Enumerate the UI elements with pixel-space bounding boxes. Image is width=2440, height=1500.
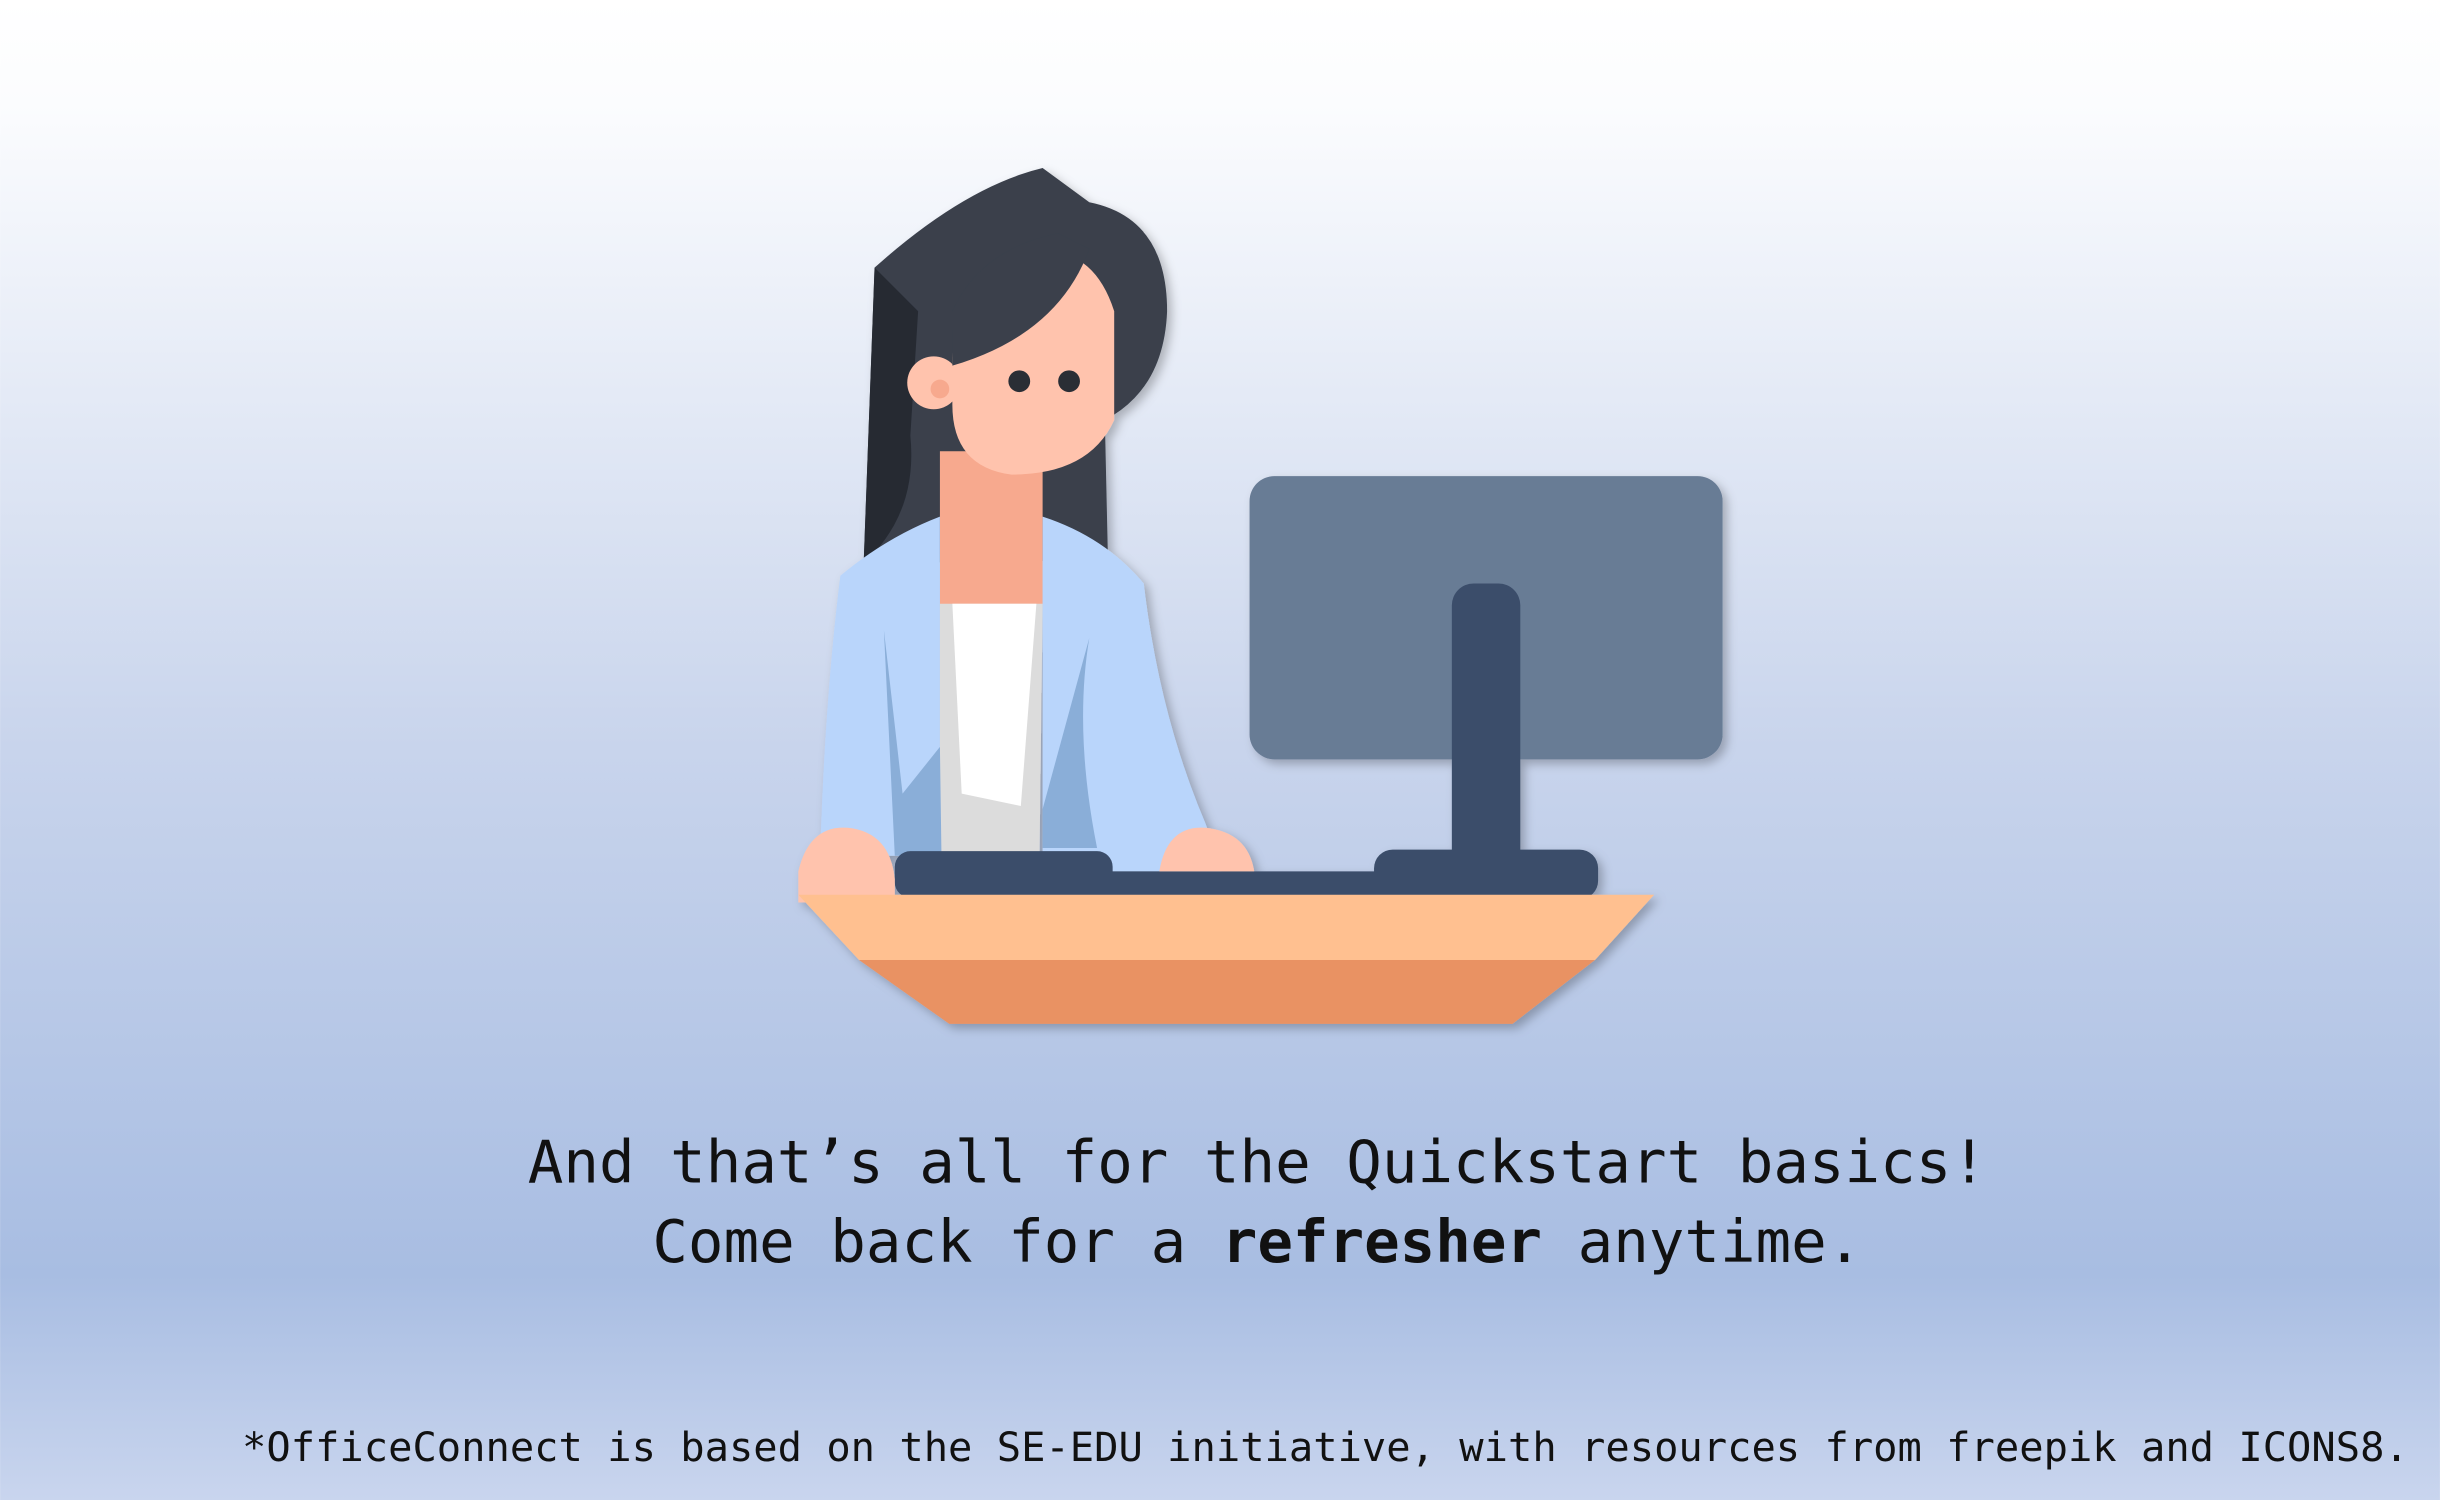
- message-emphasis: refresher: [1222, 1207, 1542, 1276]
- message-line: And that’s all for the Quickstart basics…: [528, 1128, 1987, 1197]
- message-text: Come back for a: [652, 1207, 1221, 1276]
- message-line: Come back for a refresher anytime.: [652, 1207, 1862, 1276]
- illustration: [798, 168, 1723, 1024]
- message-text: anytime.: [1542, 1207, 1862, 1276]
- footnote: *OfficeConnect is based on the SE-EDU in…: [242, 1423, 2409, 1471]
